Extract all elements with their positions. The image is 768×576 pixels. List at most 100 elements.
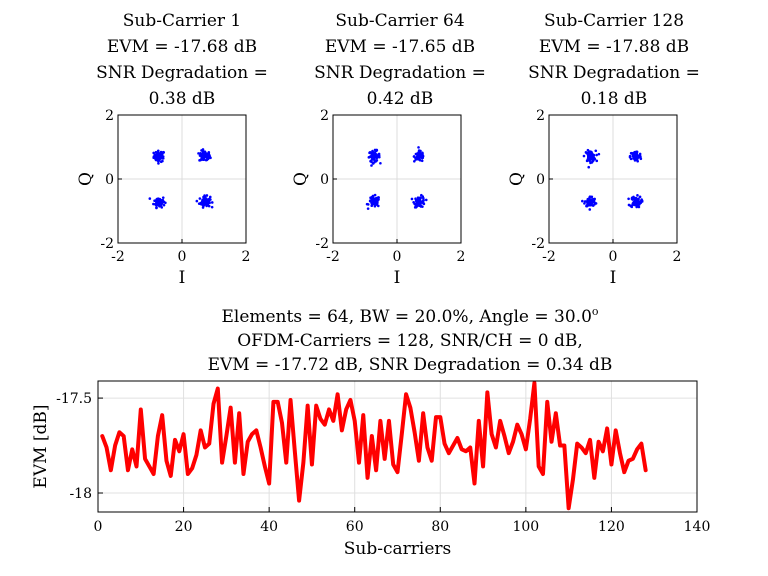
panel-1-point [204,155,207,158]
panel-1-point [202,158,206,161]
panel-1-point [203,151,207,154]
line-chart-axes-box [97,380,698,513]
panel-1-x-tick-label: -2 [111,249,125,265]
panel-3-point [591,204,595,207]
line-chart-y-tick-label: -18 [69,486,92,502]
panel-2-point [414,206,418,209]
panel-3-point [588,156,592,160]
panel-1-title-line-2: EVM = -17.68 dB [107,37,257,57]
panel-1-point [160,206,164,209]
panel-1-point [198,197,202,200]
line-chart-x-tick-label: 40 [260,519,278,535]
panel-1-point [204,203,207,206]
panel-2-y-tick-label: 0 [320,172,329,188]
panel-2-x-axis-label: I [394,268,401,288]
panel-2-point [374,160,378,163]
panel-3-x-tick-label: 0 [609,249,618,265]
line-chart-x-axis-label: Sub-carriers [344,539,451,559]
panel-1-point [156,149,160,153]
panel-3-point [584,151,588,154]
panel-3-point [592,157,596,160]
line-chart-title-line-1: Elements = 64, BW = 20.0%, Angle = 30.0o [221,305,598,327]
panel-3-point [637,205,641,209]
panel-3-y-axis-label: Q [507,172,527,186]
panel-2-point [414,204,418,207]
panel-3-point [581,199,584,203]
panel-2-title-line-1: Sub-Carrier 64 [335,11,464,31]
panel-1-point [199,154,203,157]
panel-1-point [205,194,209,197]
panel-2-point [418,159,422,162]
panel-1-point [154,203,157,206]
panel-2-point [377,154,381,157]
panel-2-point [413,160,416,163]
panel-1-point [157,159,161,162]
panel-1-y-tick-label: -2 [100,236,114,252]
panel-1-point [202,196,206,199]
panel-3-point [590,195,594,199]
panel-3-point [583,202,586,205]
panel-3-point [586,158,590,161]
panel-1-point [205,152,209,156]
panel-3-y-tick-label: 2 [536,108,545,124]
panel-3-point [587,165,591,169]
panel-2-point [376,201,379,204]
panel-3-title-line-4: 0.18 dB [581,89,648,109]
panel-1-point [206,157,209,160]
panel-1-point [201,199,205,203]
panel-1-point [162,203,166,207]
panel-2-point [373,204,377,208]
line-chart-x-tick-label: 100 [512,519,539,535]
panel-1-point [199,158,202,162]
panel-3-y-tick-label: 0 [536,172,545,188]
panel-2-point [412,155,416,158]
panel-2-y-tick-label: -2 [315,236,329,252]
line-chart-x-tick-label: 60 [346,519,364,535]
panel-3-point [635,156,639,160]
panel-2-point [414,197,417,201]
panel-2-point [373,151,377,155]
panel-1-point [161,196,165,199]
panel-1-point [159,160,163,164]
panel-2-point [373,154,376,158]
panel-3-point [635,205,638,209]
panel-3-x-tick-label: 2 [673,249,682,265]
line-chart-x-tick-label: 20 [175,519,193,535]
panel-3-point [638,203,641,206]
panel-3-point [595,153,598,157]
panel-1-point [210,201,214,204]
panel-3-point [590,161,594,164]
panel-1-point [207,150,211,154]
panel-1-point [160,155,164,159]
panel-1-point [207,199,211,203]
panel-3-point [588,208,592,211]
line-chart-plot-area [98,381,697,512]
panel-1-point [152,202,155,206]
panel-1-point [199,201,202,205]
panel-3-point [586,204,590,207]
line-chart-title-line-2: OFDM-Carriers = 128, SNR/CH = 0 dB, [237,331,583,351]
panel-2-point [369,151,373,155]
panel-2-point [416,196,420,199]
panel-3-point [588,159,592,163]
panel-2-point [410,197,414,201]
panel-1-point [200,149,203,152]
panel-3-point [630,205,634,209]
panel-1-point [164,201,167,205]
panel-1-point [155,206,158,210]
panel-1-point [207,204,211,208]
panel-3-point [636,159,639,163]
panel-2-point [372,199,375,203]
panel-3-title-line-1: Sub-Carrier 128 [544,11,684,31]
panel-3-point [633,159,637,162]
panel-2-point [373,193,377,197]
panel-1-point [157,204,160,207]
panel-2-point [419,196,422,200]
panel-1-point [148,197,152,200]
degree-superscript: o [592,305,599,318]
panel-3-point [633,151,636,155]
panel-3-point [640,199,644,202]
panel-2-point [417,146,420,149]
panel-3-point [627,197,630,201]
line-chart-x-tick-label: 140 [684,519,711,535]
